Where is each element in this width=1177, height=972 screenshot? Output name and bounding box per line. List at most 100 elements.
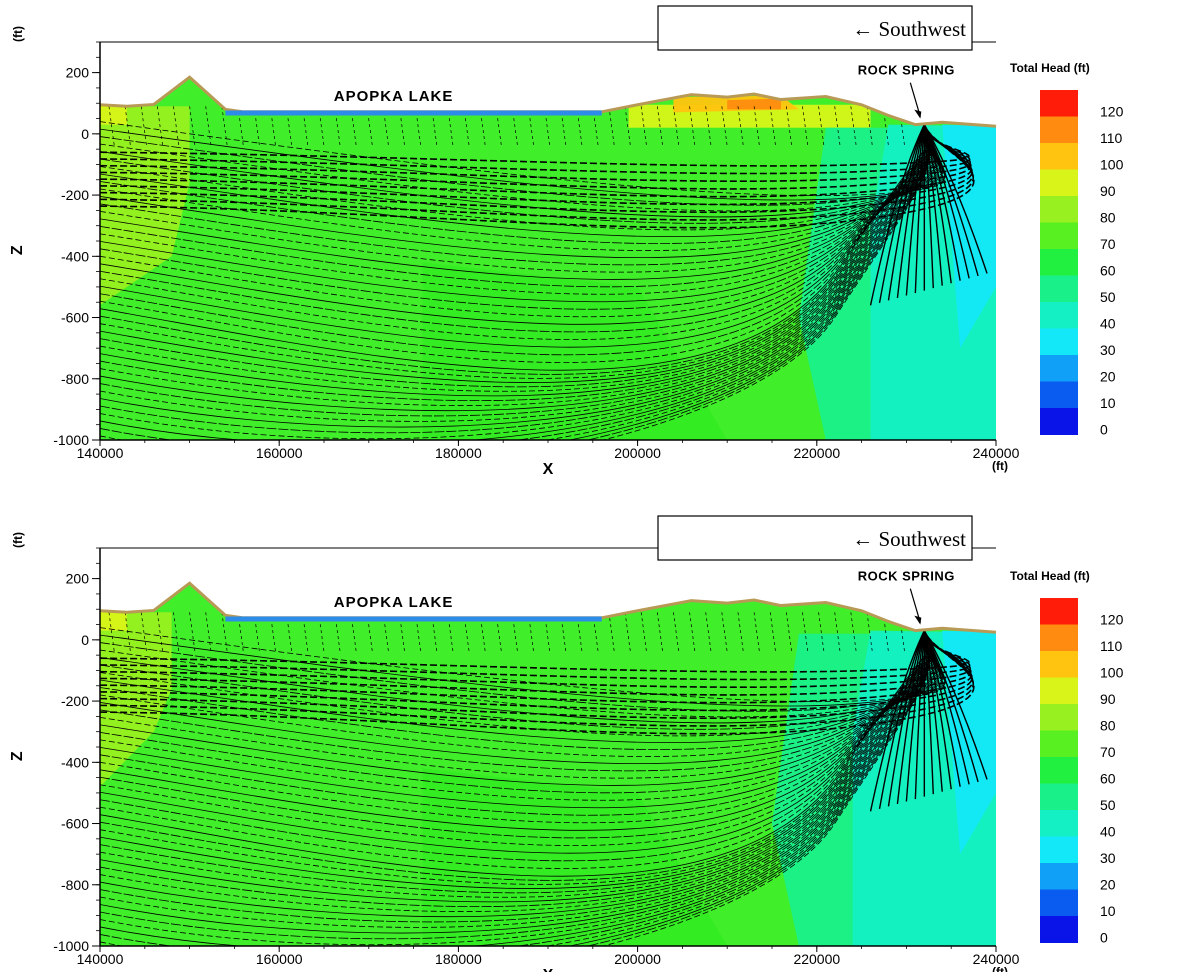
y-axis-label: Z — [9, 245, 26, 255]
legend-swatch — [1040, 863, 1078, 890]
x-tick-label: 200000 — [614, 951, 661, 967]
legend-swatch — [1040, 222, 1078, 250]
streamline — [100, 630, 975, 735]
recharge-line — [189, 612, 196, 653]
y-tick-label: -1000 — [53, 938, 89, 954]
legend-swatch — [1040, 836, 1078, 864]
recharge-lines — [108, 612, 905, 653]
legend-swatch — [1040, 624, 1078, 652]
legend: Total Head (ft)1201101009080706050403020… — [1010, 61, 1124, 437]
streamline — [100, 630, 972, 696]
recharge-line — [108, 612, 115, 653]
recharge-line — [802, 106, 809, 147]
recharge-line — [656, 612, 664, 653]
streamline — [923, 124, 943, 286]
legend-swatch — [1040, 302, 1078, 329]
streamline — [100, 630, 931, 923]
streamline-band — [100, 630, 975, 735]
spring-label: ROCK SPRING — [858, 569, 955, 584]
recharge-line — [834, 612, 841, 653]
head-zone-90 — [100, 611, 127, 631]
recharge-line — [850, 106, 857, 147]
recharge-line — [140, 106, 147, 147]
legend-swatch — [1040, 889, 1078, 917]
legend-value: 90 — [1100, 691, 1116, 707]
streamline — [100, 630, 931, 946]
legend-value: 60 — [1100, 262, 1116, 278]
recharge-line — [721, 612, 728, 653]
topography-line — [99, 581, 997, 634]
streamline — [923, 124, 988, 274]
streamline — [100, 630, 931, 946]
legend-swatch — [1040, 116, 1078, 144]
recharge-line — [189, 106, 196, 147]
recharge-line — [785, 612, 793, 653]
recharge-line — [173, 106, 180, 147]
x-tick-label: 140000 — [77, 951, 124, 967]
streamline — [100, 124, 931, 422]
recharge-line — [705, 612, 712, 653]
y-tick-label: 200 — [66, 65, 90, 81]
streamline — [100, 124, 931, 428]
streamline — [923, 124, 934, 289]
legend-swatch — [1040, 249, 1078, 276]
legend-value: 0 — [1100, 929, 1108, 945]
x-tick-label: 160000 — [256, 951, 303, 967]
streamline — [100, 124, 973, 206]
legend-value: 20 — [1100, 876, 1116, 892]
legend-value: 110 — [1100, 130, 1123, 146]
streamline — [887, 630, 925, 807]
legend-swatch — [1040, 730, 1078, 758]
y-tick-label: -200 — [61, 693, 89, 709]
streamline — [878, 124, 925, 303]
recharge-line — [769, 612, 776, 653]
streamline — [100, 124, 931, 440]
y-tick-label: -400 — [61, 754, 89, 770]
legend-value: 50 — [1100, 289, 1116, 305]
streamline — [100, 630, 971, 688]
legend-value: 90 — [1100, 183, 1116, 199]
streamline — [100, 124, 975, 229]
streamline — [905, 630, 926, 802]
x-axis-unit: (ft) — [992, 459, 1008, 473]
recharge-line — [608, 106, 615, 147]
legend-value: 10 — [1100, 395, 1116, 411]
streamline — [878, 630, 925, 809]
legend-value: 100 — [1100, 664, 1124, 680]
recharge-line — [753, 106, 760, 147]
recharge-line — [221, 612, 228, 653]
streamline — [100, 124, 972, 190]
legend-value: 100 — [1100, 156, 1124, 172]
streamline — [923, 630, 934, 795]
legend-swatch — [1040, 90, 1078, 117]
y-tick-label: -400 — [61, 248, 89, 264]
x-axis-label: X — [543, 461, 554, 478]
streamline — [100, 630, 973, 704]
head-zone-90 — [100, 105, 127, 125]
head-field — [100, 77, 996, 440]
streamline — [100, 630, 973, 712]
legend-swatch — [1040, 704, 1078, 731]
streamline — [100, 124, 938, 273]
legend-title: Total Head (ft) — [1010, 61, 1090, 75]
spring-fan — [869, 630, 988, 812]
y-tick-label: 200 — [66, 571, 90, 587]
recharge-line — [737, 612, 744, 653]
legend-swatch — [1040, 677, 1078, 705]
recharge-line — [608, 612, 615, 653]
head-field — [100, 583, 996, 946]
streamline — [923, 124, 952, 284]
y-axis-unit: (ft) — [11, 532, 25, 548]
streamline — [905, 124, 926, 296]
direction-box — [657, 5, 973, 51]
streamline — [914, 124, 926, 294]
streamline — [100, 124, 975, 221]
x-tick-label: 220000 — [793, 445, 840, 461]
spring-arrow-head — [914, 615, 922, 625]
streamline-band — [100, 124, 975, 229]
streamline — [100, 630, 931, 928]
legend-value: 70 — [1100, 236, 1116, 252]
recharge-line — [737, 106, 744, 147]
legend-swatch — [1040, 355, 1078, 382]
